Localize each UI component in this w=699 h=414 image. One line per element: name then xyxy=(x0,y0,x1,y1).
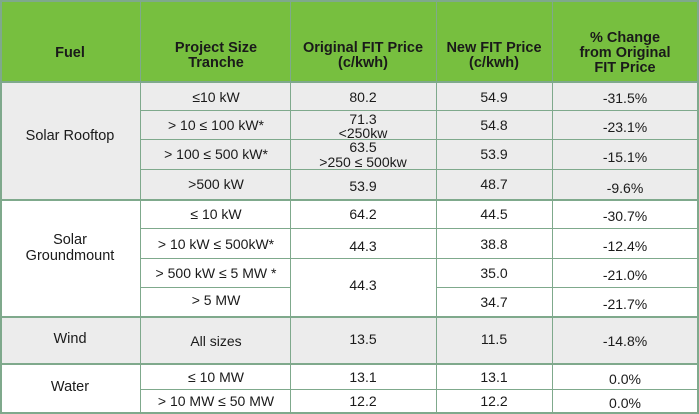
table-row-change: -14.8% xyxy=(602,333,648,349)
table-row-original: 71.3 xyxy=(349,111,377,127)
header-new-line2: (c/kwh) xyxy=(469,55,519,71)
header-tranche-line2: Tranche xyxy=(188,55,244,71)
table-row-new: 48.7 xyxy=(480,176,508,192)
table-row-new: 34.7 xyxy=(480,294,508,310)
table-row-new: 35.0 xyxy=(480,265,508,281)
table-row-original: 13.5 xyxy=(349,331,377,347)
table-row-change: -21.0% xyxy=(602,267,648,283)
table-row-new: 54.8 xyxy=(480,117,508,133)
fuel-solar-groundmount-line1: Solar xyxy=(53,232,87,248)
table-row-tranche: >500 kW xyxy=(188,176,244,192)
table-row-new: 12.2 xyxy=(480,393,508,409)
table-row-original: 44.3 xyxy=(349,277,377,293)
table-row-original: 13.1 xyxy=(349,369,377,385)
table-row-tranche: All sizes xyxy=(190,333,242,349)
table-row-change: -30.7% xyxy=(602,208,648,224)
header-change-line1: % Change xyxy=(589,30,661,46)
fuel-solar-groundmount-line2: Groundmount xyxy=(25,248,115,264)
table-row-original: 63.5 xyxy=(349,139,377,155)
table-row-original: 44.3 xyxy=(349,238,377,254)
table-row-new: 54.9 xyxy=(480,89,508,105)
header-change-line3: FIT Price xyxy=(594,60,656,76)
table-row-new: 13.1 xyxy=(480,369,508,385)
table-row-tranche: > 100 ≤ 500 kW* xyxy=(164,146,268,162)
table-row-original: 80.2 xyxy=(349,89,377,105)
table-row-new: 11.5 xyxy=(480,331,508,347)
header-fuel: Fuel xyxy=(55,45,85,61)
table-row-original: 12.2 xyxy=(349,393,377,409)
wind-band xyxy=(0,316,699,363)
table-row-original-note: >250 ≤ 500kw xyxy=(319,154,407,170)
table-row-change: -9.6% xyxy=(606,180,644,196)
table-row-change: -15.1% xyxy=(602,149,648,165)
table-row-change: -21.7% xyxy=(602,296,648,312)
header-original-line2: (c/kwh) xyxy=(338,55,388,71)
table-row-change: 0.0% xyxy=(609,371,641,387)
table-row-change: 0.0% xyxy=(609,395,641,411)
header-original-line1: Original FIT Price xyxy=(302,40,424,56)
table-row-tranche: > 500 kW ≤ 5 MW * xyxy=(155,265,277,281)
table-row-change: -23.1% xyxy=(602,119,648,135)
solar-rooftop-band xyxy=(0,82,699,199)
header-change-line2: from Original xyxy=(579,45,671,61)
table-row-change: -31.5% xyxy=(602,90,648,106)
table-row-new: 53.9 xyxy=(480,146,508,162)
table-row-tranche: > 10 kW ≤ 500kW* xyxy=(157,236,275,252)
table-row-original: 64.2 xyxy=(349,206,377,222)
table-row-original: 53.9 xyxy=(349,178,377,194)
fuel-solar-rooftop: Solar Rooftop xyxy=(25,128,115,144)
table-row-tranche: > 10 ≤ 100 kW* xyxy=(167,117,265,133)
table-row-tranche: ≤ 10 MW xyxy=(188,369,244,385)
fuel-wind: Wind xyxy=(53,331,87,347)
table-row-original-note: <250kw xyxy=(338,125,388,141)
table-row-tranche: ≤ 10 kW xyxy=(190,206,242,222)
table-row-tranche: > 10 MW ≤ 50 MW xyxy=(157,393,275,409)
table-row-tranche: ≤10 kW xyxy=(192,89,240,105)
table-row-change: -12.4% xyxy=(602,238,648,254)
fuel-water: Water xyxy=(50,379,90,395)
table-row-new: 38.8 xyxy=(480,236,508,252)
table-header-background xyxy=(0,0,699,82)
table-row-tranche: > 5 MW xyxy=(191,292,241,308)
table-row-new: 44.5 xyxy=(480,206,508,222)
header-tranche-line1: Project Size xyxy=(174,40,258,56)
header-new-line1: New FIT Price xyxy=(446,40,542,56)
